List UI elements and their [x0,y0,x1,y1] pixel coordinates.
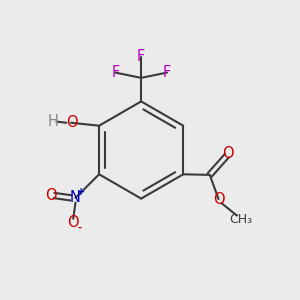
Text: H: H [47,114,58,129]
Text: O: O [222,146,233,161]
Text: O: O [68,215,79,230]
Text: F: F [163,65,171,80]
Text: O: O [213,191,224,206]
Text: +: + [77,187,86,197]
Text: F: F [137,49,145,64]
Text: N: N [70,190,81,205]
Text: CH₃: CH₃ [229,212,252,226]
Text: O: O [67,115,78,130]
Text: O: O [45,188,56,203]
Text: F: F [111,65,119,80]
Text: -: - [77,223,81,232]
